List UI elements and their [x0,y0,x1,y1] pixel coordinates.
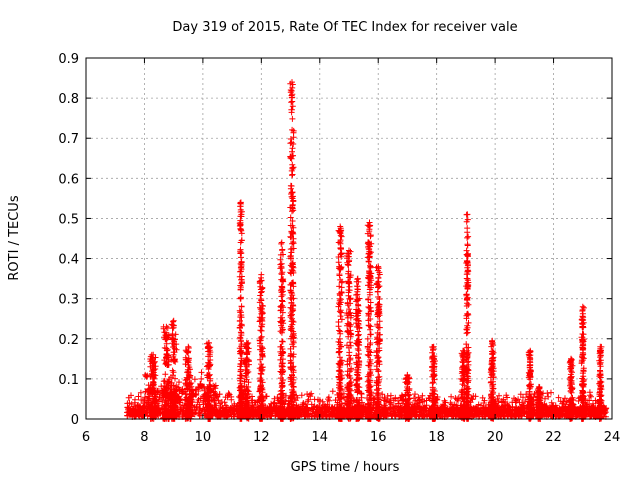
x-tick-label: 8 [140,430,148,445]
chart-title: Day 319 of 2015, Rate Of TEC Index for r… [172,20,517,35]
y-tick-label: 0.8 [58,92,79,107]
y-tick-label: 0.3 [58,293,79,308]
y-tick-label: 0.5 [58,212,79,227]
y-tick-label: 0.4 [58,253,79,268]
scatter-markers [124,79,610,422]
x-tick-label: 18 [428,430,445,445]
y-tick-label: 0.7 [58,132,79,147]
x-tick-label: 22 [545,430,562,445]
x-axis-label: GPS time / hours [291,460,400,475]
x-tick-label: 10 [195,430,212,445]
x-tick-label: 20 [487,430,504,445]
data-points [124,79,610,422]
x-tick-label: 6 [82,430,90,445]
y-tick-label: 0.6 [58,172,79,187]
x-tick-label: 14 [312,430,329,445]
x-tick-label: 24 [604,430,621,445]
y-tick-label: 0.2 [58,333,79,348]
x-axis: 6 8 10 12 14 16 18 20 22 24 [82,58,620,445]
plot-frame [85,57,613,420]
x-tick-label: 16 [370,430,387,445]
y-tick-label: 0.1 [58,373,79,388]
y-tick-label: 0 [71,413,79,428]
y-axis-label: ROTI / TECUs [7,195,22,280]
y-tick-label: 0.9 [58,52,79,67]
y-axis: 0 0.1 0.2 0.3 0.4 0.5 0.6 0.7 0.8 0.9 [58,52,612,428]
grid-lines [86,58,612,419]
x-tick-label: 12 [253,430,270,445]
